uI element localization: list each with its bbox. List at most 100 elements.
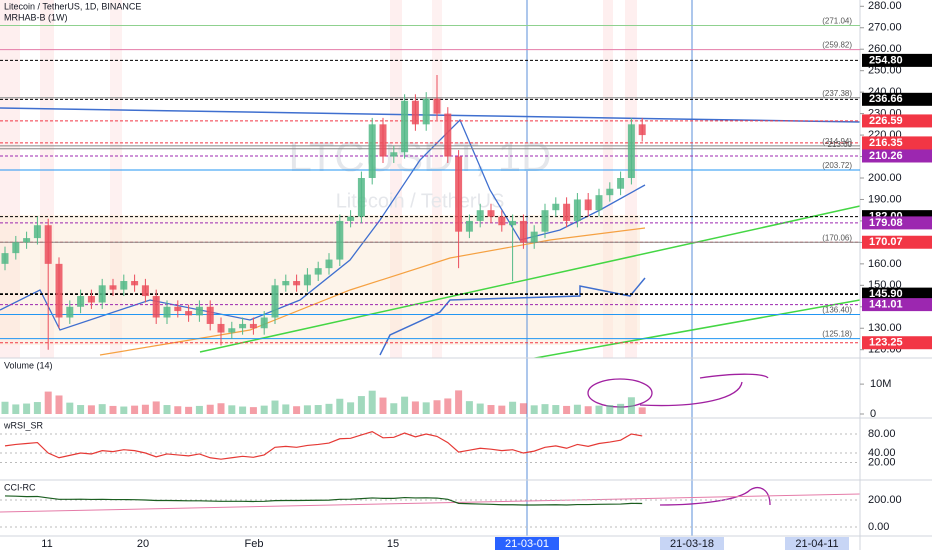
x-tick-label: 21-03-18: [670, 538, 714, 550]
volume-bar: [573, 404, 581, 414]
candle-body: [519, 220, 527, 243]
volume-bar: [66, 402, 74, 414]
price-note: 213.60: [828, 140, 853, 149]
price-box: [862, 216, 932, 230]
volume-bar: [131, 405, 139, 414]
price-box: [862, 336, 932, 350]
candle-body: [174, 306, 182, 312]
volume-bar: [217, 403, 225, 414]
volume-bar: [606, 405, 614, 414]
price-note: (259.82): [822, 41, 852, 50]
volume-bar: [120, 406, 128, 414]
x-tick-label: 21-04-11: [795, 538, 838, 550]
y-tick-label: 40.00: [868, 447, 896, 459]
y-tick-label: 200.00: [868, 494, 902, 506]
candle-body: [33, 225, 41, 239]
candle-body: [185, 311, 193, 316]
volume-bar: [379, 397, 387, 414]
panel-title: CCI-RC: [4, 482, 36, 492]
drawings: [0, 107, 861, 513]
candle-body: [433, 98, 441, 114]
volume-bar: [293, 406, 301, 414]
volume-bar: [465, 401, 473, 414]
candle-body: [293, 281, 301, 286]
x-tick-label: 15: [387, 538, 399, 550]
price-note: (271.04): [822, 17, 852, 26]
volume-bar: [476, 403, 484, 414]
candle-body: [228, 328, 236, 333]
volume-bar: [347, 402, 355, 414]
price-box-label: 170.07: [869, 236, 903, 248]
volume-bar: [595, 405, 603, 414]
y-tick-label: 0.00: [868, 521, 889, 533]
panel-title: Volume (14): [4, 360, 53, 370]
price-box: [862, 235, 932, 249]
volume-bar: [185, 406, 193, 414]
y-tick-label: 200.00: [868, 172, 902, 184]
y-tick-label: 130.00: [868, 322, 902, 334]
volume-bar: [498, 405, 506, 414]
candle-body: [563, 203, 571, 221]
volume-bar: [336, 398, 344, 414]
price-box: [862, 298, 932, 312]
volume-bar: [357, 396, 365, 414]
volume-bar: [23, 403, 31, 414]
candle-body: [206, 306, 214, 324]
volume-bar: [455, 390, 463, 414]
candle-body: [347, 216, 355, 221]
price-note: (214.94): [822, 137, 852, 146]
volume-bar: [638, 407, 646, 414]
volume-bar: [303, 405, 311, 414]
candle-body: [336, 220, 344, 260]
candle-body: [411, 100, 419, 125]
y-tick-label: 280.00: [868, 0, 902, 12]
x-tick-label: Feb: [245, 538, 264, 550]
y-tick-label: 160.00: [868, 258, 902, 270]
volume-bar: [271, 400, 279, 414]
volume-bar: [390, 403, 398, 414]
volume-bar: [530, 405, 538, 414]
volume-bar: [552, 405, 560, 414]
price-box: [862, 149, 932, 163]
candle-body: [606, 188, 614, 196]
candle-body: [476, 210, 484, 221]
candle-body: [303, 274, 311, 286]
volume-bar: [98, 404, 106, 414]
price-box-label: 141.01: [869, 299, 903, 311]
volume-bar: [12, 404, 20, 414]
price-box: [862, 114, 932, 128]
candle-body: [1, 253, 9, 264]
candle-body: [325, 259, 333, 269]
price-box: [862, 92, 932, 106]
volume-bar: [401, 396, 409, 414]
candle-body: [249, 323, 257, 329]
candle-body: [627, 124, 635, 178]
volume-bar: [87, 405, 95, 414]
y-tick-label: 260.00: [868, 43, 902, 55]
volume-bar: [109, 405, 117, 414]
volume-bar: [433, 400, 441, 414]
volume-bar: [541, 404, 549, 414]
watermark-sub: Litecoin / TetherUS: [336, 190, 505, 212]
volume-bar: [314, 405, 322, 414]
candle-body: [98, 285, 106, 303]
candle-body: [55, 263, 63, 318]
x-tick-label: 21-03-01: [505, 538, 549, 550]
x-label-box: [660, 537, 724, 550]
volume-bar: [584, 406, 592, 414]
indicator-line: [4, 430, 643, 460]
volume-bar: [487, 405, 495, 414]
price-box-label: 123.25: [869, 337, 903, 349]
price-note: (170.06): [822, 233, 852, 242]
volume-bar: [239, 406, 247, 414]
candle-body: [120, 281, 128, 290]
volume-bar: [141, 404, 149, 414]
indicator-line: [4, 495, 643, 506]
volume-bar: [411, 401, 419, 414]
candle-body: [77, 296, 85, 307]
candle-body: [260, 317, 268, 329]
price-note: (125.18): [822, 330, 852, 339]
candle-body: [163, 306, 171, 318]
y-tick-label: 270.00: [868, 22, 902, 34]
